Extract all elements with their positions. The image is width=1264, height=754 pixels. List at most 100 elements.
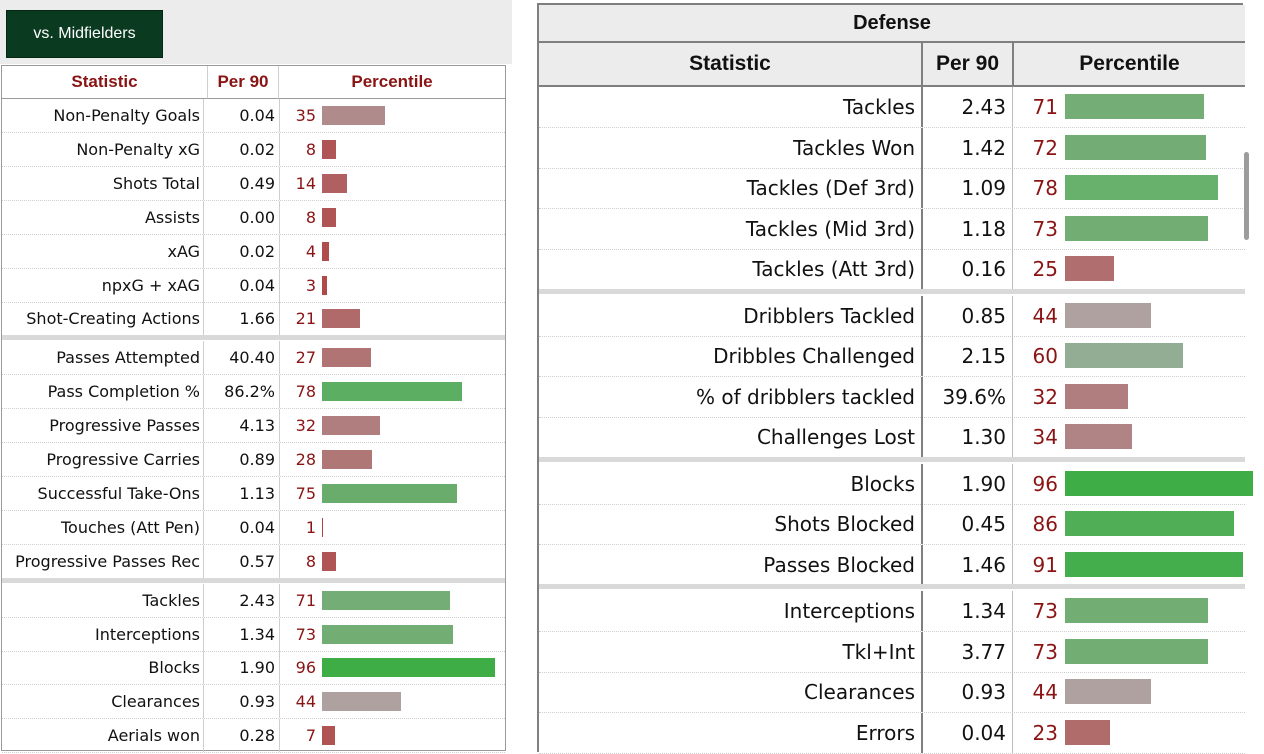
table-row: Progressive Passes 4.13 32 [2, 409, 505, 444]
percentile-value: 32 [295, 416, 316, 436]
stat-name: Tackles (Mid 3rd) [539, 208, 923, 249]
percentile-bar [322, 106, 385, 125]
per90-value: 0.02 [208, 132, 280, 166]
table-row: Progressive Passes Rec 0.57 8 [2, 544, 505, 579]
table-row: Errors 0.04 23 [539, 712, 1245, 754]
per90-value: 1.66 [208, 302, 280, 336]
stat-name: Clearances [539, 672, 923, 712]
percentile-bar [1065, 383, 1128, 409]
percentile-value: 96 [1032, 471, 1058, 496]
stat-name: Dribblers Tackled [539, 295, 923, 336]
def-statistic-header[interactable]: Statistic [539, 43, 923, 87]
percentile-value: 96 [295, 658, 316, 678]
stat-name: Pass Completion % [2, 375, 204, 409]
per90-value: 0.16 [925, 249, 1013, 289]
per90-value: 0.04 [208, 268, 280, 302]
stat-name: Progressive Passes Rec [2, 544, 204, 578]
per90-value: 0.00 [208, 200, 280, 234]
stat-name: Blocks [2, 651, 204, 685]
table-row: npxG + xAG 0.04 3 [2, 268, 505, 303]
stat-name: Non-Penalty Goals [2, 99, 204, 132]
group-separator [539, 584, 1245, 589]
percentile-value: 32 [1032, 384, 1058, 409]
percentile-value: 73 [295, 624, 316, 644]
per90-value: 2.15 [925, 336, 1013, 376]
stat-name: Tackles (Att 3rd) [539, 249, 923, 289]
table-row: Blocks 1.90 96 [2, 651, 505, 686]
percentile-value: 27 [295, 348, 316, 368]
per90-value: 2.43 [925, 87, 1013, 127]
stat-name: Shots Total [2, 166, 204, 200]
vertical-scrollbar[interactable] [1244, 152, 1249, 240]
percentile-header[interactable]: Percentile [279, 66, 505, 99]
percentile-bar [322, 624, 453, 644]
per90-value: 0.93 [208, 685, 280, 719]
stat-name: Shots Blocked [539, 504, 923, 544]
midfielders-comparison-panel: vs. Midfielders Statistic Per 90 Percent… [0, 0, 512, 754]
def-percentile-header[interactable]: Percentile [1014, 43, 1245, 87]
percentile-bar [322, 450, 372, 469]
group-separator [2, 577, 505, 583]
per90-value: 1.42 [925, 127, 1013, 168]
stat-name: Challenges Lost [539, 417, 923, 457]
table-row: Tackles 2.43 71 [2, 583, 505, 618]
table-row: Aerials won 0.28 7 [2, 719, 505, 754]
statistic-header[interactable]: Statistic [2, 66, 207, 99]
percentile-bar [322, 275, 327, 295]
percentile-value: 1 [305, 517, 316, 537]
percentile-value: 44 [1032, 680, 1058, 704]
table-row: Passes Blocked 1.46 91 [539, 544, 1245, 586]
table-row: Pass Completion % 86.2% 78 [2, 375, 505, 410]
stat-name: xAG [2, 234, 204, 268]
table-row: Dribbles Challenged 2.15 60 [539, 336, 1245, 377]
stat-name: Tackles (Def 3rd) [539, 168, 923, 208]
percentile-value: 23 [1032, 720, 1058, 745]
percentile-value: 73 [1032, 639, 1058, 664]
percentile-bar [1065, 175, 1218, 200]
stat-name: Passes Attempted [2, 341, 204, 375]
table-row: Assists 0.00 8 [2, 200, 505, 235]
stat-name: % of dribblers tackled [539, 376, 923, 417]
stat-name: Passes Blocked [539, 544, 923, 585]
per90-value: 1.30 [925, 417, 1013, 457]
def-per90-header[interactable]: Per 90 [923, 43, 1014, 87]
per90-value: 0.04 [925, 712, 1013, 753]
per90-value: 1.46 [925, 544, 1013, 585]
defense-table-title: Defense [539, 5, 1245, 43]
stat-name: Successful Take-Ons [2, 476, 204, 510]
percentile-bar [322, 658, 495, 678]
percentile-bar [1065, 134, 1206, 160]
percentile-bar [1065, 94, 1204, 119]
percentile-value: 91 [1032, 552, 1058, 577]
table-row: Non-Penalty Goals 0.04 35 [2, 99, 505, 133]
vs-midfielders-tab[interactable]: vs. Midfielders [6, 10, 163, 58]
percentile-bar [322, 173, 347, 193]
per90-value: 0.89 [208, 443, 280, 476]
percentile-bar [1065, 343, 1183, 368]
per90-value: 0.04 [208, 99, 280, 132]
table-row: Shot-Creating Actions 1.66 21 [2, 302, 505, 337]
stat-name: Aerials won [2, 719, 204, 753]
percentile-bar [1065, 638, 1208, 664]
table-row: Tkl+Int 3.77 73 [539, 631, 1245, 673]
stat-name: npxG + xAG [2, 268, 204, 302]
percentile-value: 44 [1032, 303, 1058, 328]
per90-value: 1.13 [208, 476, 280, 510]
stat-name: Shot-Creating Actions [2, 302, 204, 336]
percentile-bar [322, 309, 360, 329]
table-row: Progressive Carries 0.89 28 [2, 443, 505, 477]
per90-value: 86.2% [208, 375, 280, 409]
table-row: Tackles 2.43 71 [539, 87, 1245, 128]
stat-name: Errors [539, 712, 923, 753]
percentile-bar [1065, 679, 1151, 704]
per90-header[interactable]: Per 90 [207, 66, 279, 99]
per90-value: 0.04 [208, 510, 280, 544]
percentile-bar [1065, 424, 1132, 449]
stat-name: Tkl+Int [539, 631, 923, 672]
percentile-bar [1065, 719, 1110, 745]
percentile-value: 34 [1032, 425, 1058, 449]
percentile-bar [322, 241, 329, 261]
percentile-bar [322, 726, 335, 746]
stat-name: Progressive Passes [2, 409, 204, 443]
per90-value: 1.09 [925, 168, 1013, 208]
